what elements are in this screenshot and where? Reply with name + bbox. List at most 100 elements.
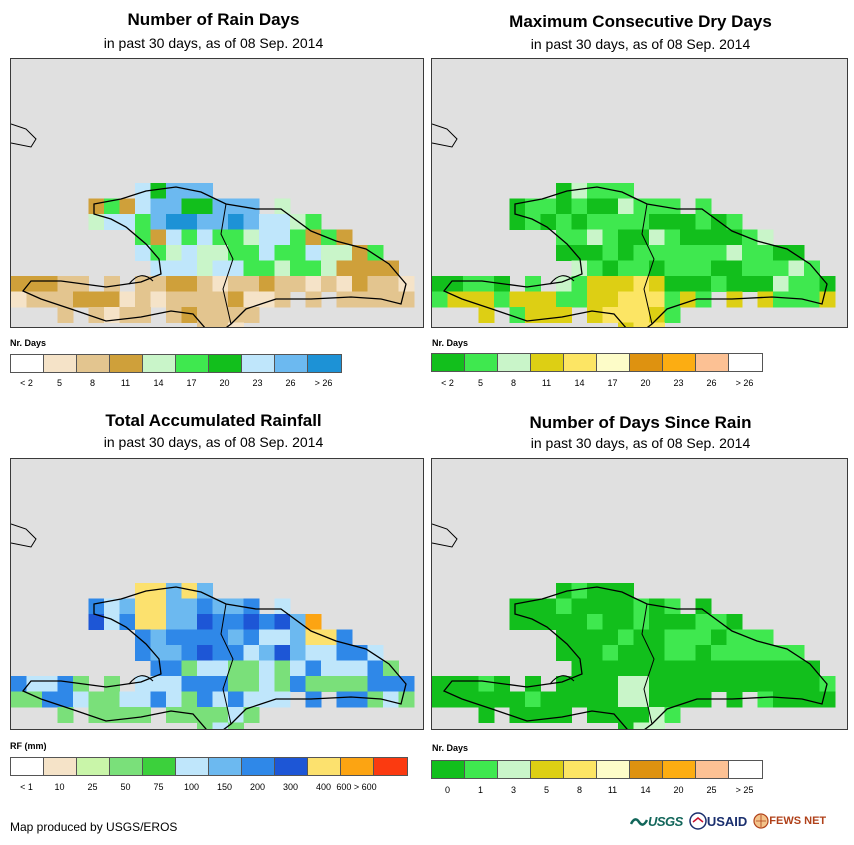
- raster-cell: [259, 245, 275, 261]
- raster-cell: [290, 276, 306, 292]
- raster-cell: [228, 276, 244, 292]
- raster-cell: [649, 614, 665, 630]
- raster-cell: [166, 598, 182, 615]
- raster-cell: [336, 691, 353, 708]
- raster-cell: [602, 198, 619, 215]
- raster-cell: [367, 260, 384, 277]
- border-line: [641, 603, 655, 725]
- raster-cell: [274, 614, 291, 630]
- legend-label: 11: [120, 378, 131, 388]
- legend-swatch: [729, 354, 762, 371]
- raster-cell: [336, 629, 353, 646]
- raster-cell: [664, 276, 681, 292]
- panel-subtitle: in past 30 days, as of 08 Sep. 2014: [103, 35, 324, 51]
- legend-swatch: [498, 354, 531, 371]
- raster-cell: [305, 614, 322, 630]
- raster-cell: [88, 707, 105, 723]
- panel-title: Total Accumulated Rainfall: [105, 411, 322, 430]
- raster-cell: [181, 291, 198, 308]
- raster-cell: [42, 276, 58, 292]
- raster-cell: [571, 676, 588, 692]
- raster-cell: [494, 291, 510, 308]
- raster-cell: [757, 629, 774, 646]
- raster-cell: [336, 645, 353, 661]
- raster-cell: [166, 660, 182, 677]
- raster-cell: [197, 691, 213, 708]
- raster-cell: [680, 629, 696, 646]
- raster-cell: [509, 214, 526, 230]
- raster-cell: [259, 629, 275, 646]
- raster-cell: [181, 183, 198, 199]
- raster-cell: [181, 583, 198, 599]
- raster-cell: [212, 707, 229, 723]
- raster-cell: [11, 276, 27, 292]
- raster-cell: [633, 229, 650, 246]
- raster-cell: [804, 291, 820, 308]
- raster-cell: [649, 276, 665, 292]
- raster-cell: [305, 214, 322, 230]
- raster-cell: [664, 614, 681, 630]
- raster-cell: [88, 198, 105, 215]
- raster-cell: [259, 645, 275, 661]
- raster-cell: [57, 276, 74, 292]
- legend-swatch: [242, 355, 275, 372]
- raster-cell: [757, 229, 774, 246]
- raster-cell: [259, 676, 275, 692]
- raster-cell: [587, 583, 603, 599]
- border-line: [641, 203, 655, 325]
- legend-label: 600 > 600: [336, 782, 377, 792]
- raster-cell: [695, 660, 712, 677]
- raster-cell: [150, 598, 167, 615]
- raster-cell: [11, 691, 27, 708]
- legend-label: 14: [574, 378, 585, 388]
- legend-swatch: [143, 355, 176, 372]
- raster-cell: [166, 260, 182, 277]
- raster-cell: [478, 691, 495, 708]
- raster-cell: [26, 691, 43, 708]
- raster-cell: [243, 676, 260, 692]
- raster-cell: [197, 260, 213, 277]
- raster-cell: [587, 691, 603, 708]
- raster-cell: [525, 598, 541, 615]
- panel-subtitle: in past 30 days, as of 08 Sep. 2014: [530, 36, 751, 52]
- legend-label: 14: [153, 378, 164, 388]
- raster-cell: [150, 245, 167, 261]
- raster-cell: [166, 276, 182, 292]
- raster-cell: [695, 198, 712, 215]
- raster-cell: [150, 645, 167, 661]
- legend-colorbar: [431, 760, 763, 779]
- raster-cell: [290, 245, 306, 261]
- raster-cell: [166, 629, 182, 646]
- raster-cell: [680, 645, 696, 661]
- raster-cell: [633, 660, 650, 677]
- raster-cell: [618, 722, 634, 729]
- gonave-outline: [549, 675, 575, 685]
- gonave-outline: [549, 275, 575, 285]
- raster-cell: [259, 214, 275, 230]
- legend-colorbar: [10, 757, 408, 776]
- raster-cell: [104, 276, 120, 292]
- raster-cell: [367, 676, 384, 692]
- raster-cell: [602, 614, 619, 630]
- raster-cell: [664, 214, 681, 230]
- raster-cell: [556, 291, 572, 308]
- raster-cell: [587, 214, 603, 230]
- raster-cell: [228, 722, 244, 729]
- raster-cell: [57, 691, 74, 708]
- legend-label: 11: [607, 785, 618, 795]
- legend-swatch: [44, 355, 77, 372]
- legend-swatch: [630, 761, 663, 778]
- raster-cell: [587, 660, 603, 677]
- raster-cell: [804, 660, 820, 677]
- raster-cell: [166, 245, 182, 261]
- legend-swatch: [498, 761, 531, 778]
- legend-swatch: [729, 761, 762, 778]
- raster-cell: [243, 229, 260, 246]
- panel-subtitle: in past 30 days, as of 08 Sep. 2014: [103, 434, 324, 450]
- raster-cell: [525, 291, 541, 308]
- raster-cell: [274, 245, 291, 261]
- raster-cell: [383, 291, 399, 308]
- raster-cell: [587, 598, 603, 615]
- legend-label: 200: [249, 782, 266, 792]
- raster-cell: [695, 598, 712, 615]
